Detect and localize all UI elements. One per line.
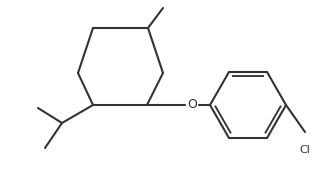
Text: O: O [187,98,197,112]
Text: Cl: Cl [300,145,310,155]
